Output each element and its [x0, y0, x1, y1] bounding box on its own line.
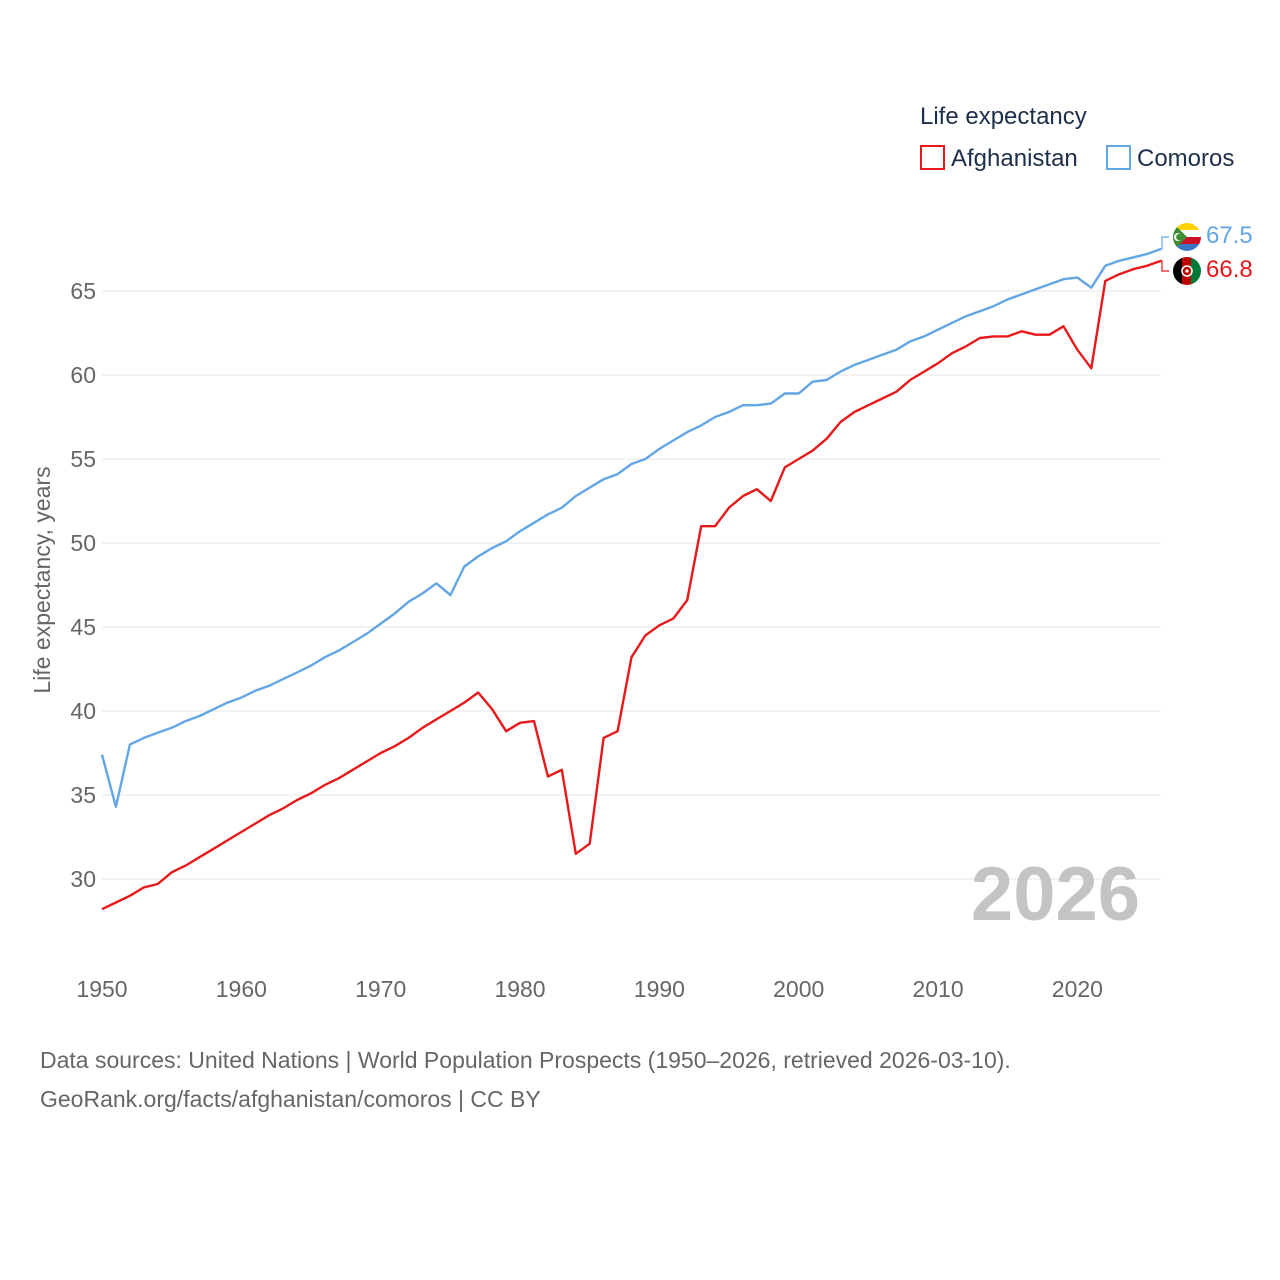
y-tick-60: 60	[70, 362, 96, 388]
y-tick-35: 35	[70, 782, 96, 808]
legend-title: Life expectancy	[920, 103, 1087, 130]
legend-item-comoros[interactable]: Comoros	[1106, 145, 1234, 172]
y-tick-65: 65	[70, 278, 96, 304]
legend-label-comoros: Comoros	[1137, 145, 1234, 172]
legend-label-afghanistan: Afghanistan	[951, 145, 1078, 172]
y-tick-55: 55	[70, 446, 96, 472]
comoros-flag-icon	[1173, 223, 1201, 251]
current-year-label: 2026	[971, 852, 1140, 937]
afghanistan-end-value: 66.8	[1206, 256, 1253, 283]
source-line-1: Data sources: United Nations | World Pop…	[40, 1047, 1011, 1073]
legend-swatch-afghanistan	[920, 145, 945, 170]
x-tick-1960: 1960	[216, 976, 267, 1002]
x-tick-1990: 1990	[634, 976, 685, 1002]
legend-swatch-comoros	[1106, 145, 1131, 170]
y-tick-labels: 30 35 40 45 50 55 60 65	[70, 278, 96, 892]
y-tick-50: 50	[70, 530, 96, 556]
end-connector-afghanistan	[1161, 260, 1169, 272]
series-line-comoros[interactable]	[100, 247, 1162, 808]
x-tick-1980: 1980	[494, 976, 545, 1002]
legend-item-afghanistan[interactable]: Afghanistan	[920, 145, 1078, 172]
series-line-afghanistan[interactable]	[101, 259, 1162, 911]
x-tick-2020: 2020	[1052, 976, 1103, 1002]
x-tick-2010: 2010	[912, 976, 963, 1002]
end-connector-comoros	[1161, 236, 1169, 250]
y-gridlines	[102, 290, 1161, 880]
x-tick-1950: 1950	[76, 976, 127, 1002]
y-axis-title: Life expectancy, years	[29, 466, 55, 693]
x-tick-labels: 1950 1960 1970 1980 1990 2000 2010 2020	[76, 976, 1103, 1002]
end-markers: 67.5 66.8	[1173, 222, 1253, 285]
y-tick-45: 45	[70, 614, 96, 640]
legend: Life expectancy Afghanistan Comoros	[920, 103, 1234, 172]
series-lines	[100, 236, 1169, 911]
comoros-end-value: 67.5	[1206, 222, 1253, 249]
source-line-2[interactable]: GeoRank.org/facts/afghanistan/comoros | …	[40, 1086, 541, 1112]
afghanistan-flag-icon	[1173, 257, 1201, 285]
y-tick-40: 40	[70, 698, 96, 724]
y-tick-30: 30	[70, 866, 96, 892]
x-tick-2000: 2000	[773, 976, 824, 1002]
x-tick-1970: 1970	[355, 976, 406, 1002]
